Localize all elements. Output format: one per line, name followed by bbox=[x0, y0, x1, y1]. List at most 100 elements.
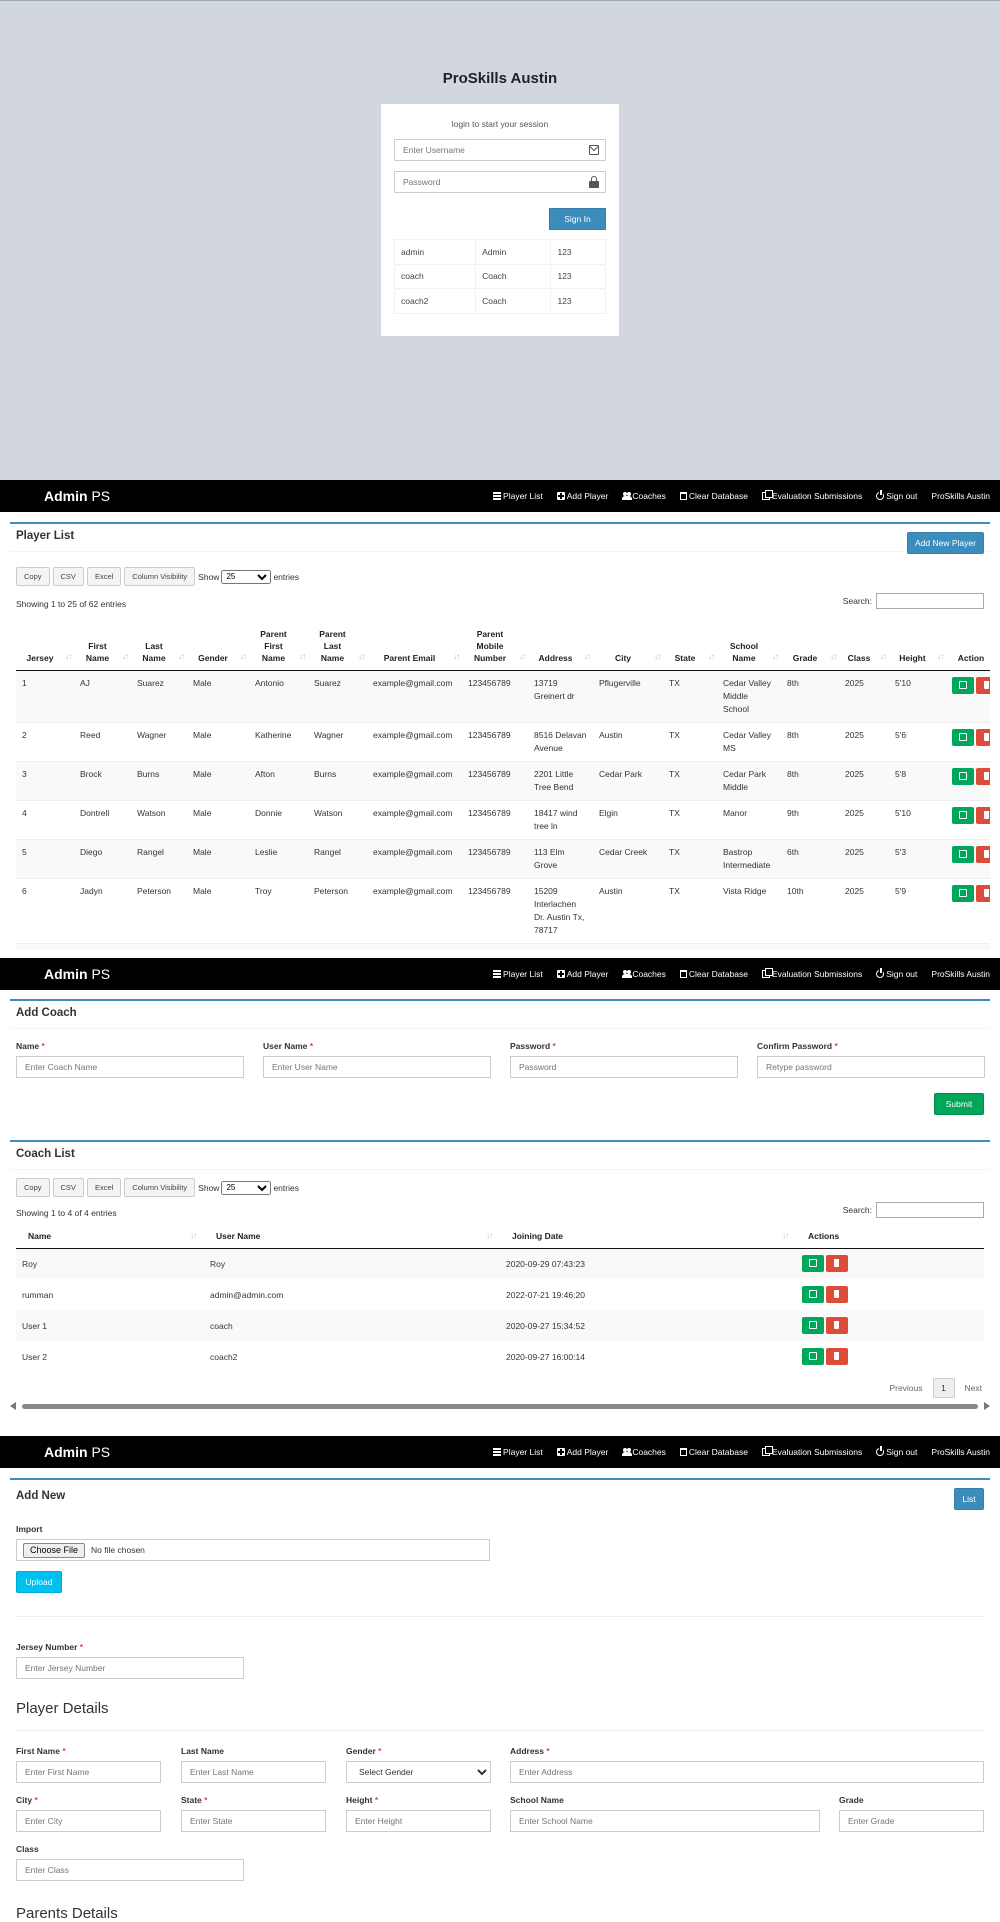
column-header[interactable]: Parent Mobile Number ↓↑ bbox=[462, 620, 528, 671]
gender-select[interactable]: Select Gender bbox=[346, 1761, 491, 1783]
edit-icon[interactable] bbox=[952, 806, 974, 824]
csv-button[interactable]: CSV bbox=[52, 1178, 84, 1197]
delete-icon[interactable] bbox=[976, 949, 990, 950]
scroll-left-icon[interactable] bbox=[10, 1402, 16, 1410]
nav-player-list[interactable]: Player List bbox=[493, 491, 543, 501]
edit-icon[interactable] bbox=[802, 1348, 824, 1365]
delete-icon[interactable] bbox=[976, 728, 990, 746]
column-header[interactable]: City ↓↑ bbox=[593, 620, 663, 671]
delete-icon[interactable] bbox=[976, 676, 990, 694]
add-new-player-button[interactable]: Add New Player bbox=[907, 532, 984, 554]
upload-button[interactable]: Upload bbox=[16, 1571, 62, 1593]
column-header[interactable]: School Name ↓↑ bbox=[717, 620, 781, 671]
column-header[interactable]: State ↓↑ bbox=[663, 620, 717, 671]
column-header[interactable]: Name ↓↑ bbox=[16, 1224, 204, 1249]
jersey-number-input[interactable] bbox=[16, 1657, 244, 1679]
horizontal-scrollbar[interactable] bbox=[10, 1402, 990, 1410]
column-header[interactable]: Height ↓↑ bbox=[889, 620, 946, 671]
copy-button[interactable]: Copy bbox=[16, 567, 50, 586]
column-header[interactable]: Gender ↓↑ bbox=[187, 620, 249, 671]
edit-icon[interactable] bbox=[952, 884, 974, 902]
delete-icon[interactable] bbox=[976, 767, 990, 785]
edit-icon[interactable] bbox=[802, 1255, 824, 1273]
edit-icon[interactable] bbox=[952, 728, 974, 746]
nav-clear-database[interactable]: Clear Database bbox=[679, 491, 748, 501]
delete-icon[interactable] bbox=[826, 1317, 848, 1334]
column-header[interactable]: Parent Email ↓↑ bbox=[367, 620, 462, 671]
previous-link[interactable]: Previous bbox=[889, 1383, 923, 1393]
password-input[interactable] bbox=[395, 172, 605, 192]
nav-player-list[interactable]: Player List bbox=[493, 1447, 543, 1457]
delete-icon[interactable] bbox=[826, 1255, 848, 1273]
brand-logo[interactable]: Admin PS bbox=[44, 1444, 110, 1460]
column-header[interactable]: Address ↓↑ bbox=[528, 620, 593, 671]
scroll-right-icon[interactable] bbox=[984, 1402, 990, 1410]
column-header[interactable]: User Name ↓↑ bbox=[204, 1224, 500, 1249]
edit-icon[interactable] bbox=[952, 676, 974, 694]
nav-add-player[interactable]: Add Player bbox=[556, 491, 608, 501]
delete-icon[interactable] bbox=[976, 845, 990, 863]
nav-coaches[interactable]: Coaches bbox=[622, 1447, 666, 1457]
column-header[interactable]: Jersey ↓↑ bbox=[16, 620, 74, 671]
brand-logo[interactable]: Admin PS bbox=[44, 488, 110, 504]
class-input[interactable] bbox=[16, 1859, 244, 1881]
state-input[interactable] bbox=[181, 1810, 326, 1832]
sign-in-button[interactable]: Sign In bbox=[549, 208, 606, 230]
nav-sign-out[interactable]: Sign out bbox=[876, 490, 917, 501]
nav-add-player[interactable]: Add Player bbox=[556, 969, 608, 979]
edit-icon[interactable] bbox=[802, 1286, 824, 1303]
nav-user[interactable]: ProSkills Austin bbox=[931, 1447, 990, 1457]
nav-user[interactable]: ProSkills Austin bbox=[931, 491, 990, 501]
column-header[interactable]: Last Name ↓↑ bbox=[131, 620, 187, 671]
column-visibility-button[interactable]: Column Visibility bbox=[124, 1178, 196, 1197]
nav-user[interactable]: ProSkills Austin bbox=[931, 969, 990, 979]
excel-button[interactable]: Excel bbox=[86, 1178, 122, 1197]
delete-icon[interactable] bbox=[826, 1348, 848, 1365]
file-input[interactable]: Choose File No file chosen bbox=[16, 1539, 490, 1561]
last-name-input[interactable] bbox=[181, 1761, 326, 1783]
column-header[interactable]: Class ↓↑ bbox=[839, 620, 889, 671]
delete-icon[interactable] bbox=[826, 1286, 848, 1303]
edit-icon[interactable] bbox=[952, 767, 974, 785]
column-header[interactable]: Action bbox=[946, 620, 990, 671]
city-input[interactable] bbox=[16, 1810, 161, 1832]
first-name-input[interactable] bbox=[16, 1761, 161, 1783]
school-input[interactable] bbox=[510, 1810, 820, 1832]
scroll-thumb[interactable] bbox=[22, 1404, 978, 1409]
column-header[interactable]: Parent Last Name ↓↑ bbox=[308, 620, 367, 671]
nav-sign-out[interactable]: Sign out bbox=[876, 1446, 917, 1457]
choose-file-button[interactable]: Choose File bbox=[23, 1542, 86, 1558]
nav-evaluation-submissions[interactable]: Evaluation Submissions bbox=[761, 968, 862, 979]
nav-add-player[interactable]: Add Player bbox=[556, 1447, 608, 1457]
user-name-input[interactable] bbox=[263, 1056, 491, 1078]
excel-button[interactable]: Excel bbox=[86, 567, 122, 586]
nav-sign-out[interactable]: Sign out bbox=[876, 968, 917, 979]
copy-button[interactable]: Copy bbox=[16, 1178, 50, 1197]
nav-coaches[interactable]: Coaches bbox=[622, 969, 666, 979]
edit-icon[interactable] bbox=[802, 1317, 824, 1334]
nav-clear-database[interactable]: Clear Database bbox=[679, 1447, 748, 1457]
confirm-password-input[interactable] bbox=[757, 1056, 985, 1078]
column-header[interactable]: Grade ↓↑ bbox=[781, 620, 839, 671]
page-1-button[interactable]: 1 bbox=[932, 1378, 955, 1398]
column-header[interactable]: Joining Date ↓↑ bbox=[500, 1224, 796, 1249]
address-input[interactable] bbox=[510, 1761, 984, 1783]
list-button[interactable]: List bbox=[954, 1488, 984, 1510]
next-link[interactable]: Next bbox=[964, 1383, 982, 1393]
search-input[interactable] bbox=[876, 593, 984, 609]
password-input[interactable] bbox=[510, 1056, 738, 1078]
csv-button[interactable]: CSV bbox=[52, 567, 84, 586]
column-header[interactable]: Actions bbox=[796, 1224, 984, 1249]
nav-evaluation-submissions[interactable]: Evaluation Submissions bbox=[761, 490, 862, 501]
height-input[interactable] bbox=[346, 1810, 491, 1832]
search-input[interactable] bbox=[876, 1202, 984, 1218]
delete-icon[interactable] bbox=[976, 884, 990, 902]
submit-button[interactable]: Submit bbox=[934, 1093, 984, 1115]
column-visibility-button[interactable]: Column Visibility bbox=[124, 567, 196, 586]
edit-icon[interactable] bbox=[952, 845, 974, 863]
delete-icon[interactable] bbox=[976, 806, 990, 824]
column-header[interactable]: Parent First Name ↓↑ bbox=[249, 620, 308, 671]
column-header[interactable]: First Name ↓↑ bbox=[74, 620, 131, 671]
username-input[interactable] bbox=[395, 140, 605, 160]
grade-input[interactable] bbox=[839, 1810, 984, 1832]
